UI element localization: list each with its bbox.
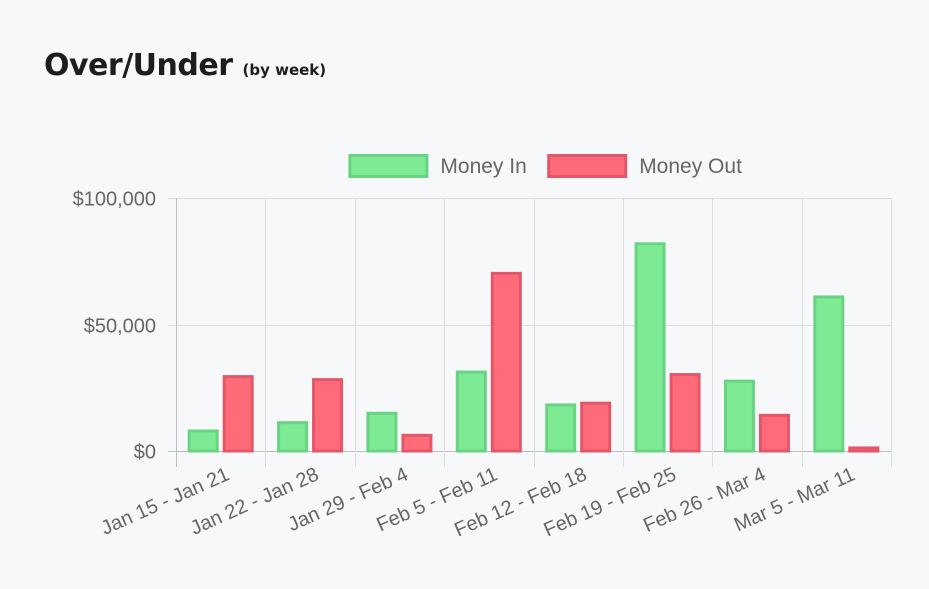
y-tick-label: $0 [134,442,156,464]
bar-money-in [187,429,219,453]
bar-money-out [848,446,880,453]
bar-money-out [758,413,790,453]
legend-label: Money In [440,155,526,178]
bar-money-out [312,378,344,453]
bar-money-out [401,433,433,453]
page-header: Over/Under (by week) [44,48,326,83]
bar-money-out [490,271,522,453]
bar-money-in [455,370,487,453]
y-tick-label: $50,000 [84,316,156,338]
bar-money-out [580,401,612,453]
bar-money-in [634,242,666,453]
bar-money-out [222,375,254,453]
legend-swatch-money-in [348,154,429,178]
y-tick-label: $100,000 [73,189,156,211]
legend-label: Money Out [639,155,742,178]
page-title: Over/Under [44,48,233,83]
bar-money-in [277,421,309,453]
bar-money-in [813,295,845,453]
bar-money-in [545,403,577,453]
bar-money-in [723,379,755,453]
bar-money-out [669,373,701,453]
bar-money-in [366,411,398,453]
legend-swatch-money-out [547,154,628,178]
page-subtitle: (by week) [242,61,327,79]
